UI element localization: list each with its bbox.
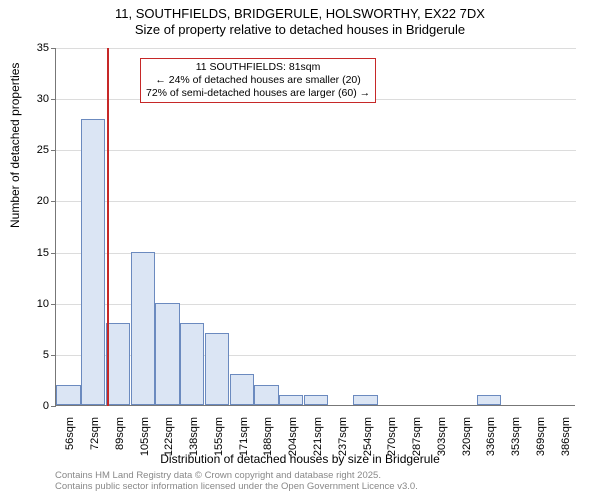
footer: Contains HM Land Registry data © Crown c… bbox=[55, 470, 418, 493]
title-line2: Size of property relative to detached ho… bbox=[0, 22, 600, 38]
footer-line1: Contains HM Land Registry data © Crown c… bbox=[55, 470, 418, 481]
y-tick-mark bbox=[51, 201, 56, 202]
y-tick-label: 0 bbox=[29, 401, 49, 412]
bar bbox=[230, 374, 254, 405]
chart-area: 05101520253035 11 SOUTHFIELDS: 81sqm ← 2… bbox=[55, 48, 575, 406]
grid-line bbox=[56, 150, 576, 151]
y-tick-label: 20 bbox=[29, 196, 49, 207]
bar bbox=[279, 395, 303, 405]
y-tick-mark bbox=[51, 406, 56, 407]
title-line1: 11, SOUTHFIELDS, BRIDGERULE, HOLSWORTHY,… bbox=[0, 6, 600, 22]
title-block: 11, SOUTHFIELDS, BRIDGERULE, HOLSWORTHY,… bbox=[0, 0, 600, 39]
bar bbox=[254, 385, 278, 405]
annotation-box: 11 SOUTHFIELDS: 81sqm ← 24% of detached … bbox=[140, 58, 376, 103]
footer-line2: Contains public sector information licen… bbox=[55, 481, 418, 492]
y-tick-label: 30 bbox=[29, 94, 49, 105]
y-tick-mark bbox=[51, 99, 56, 100]
y-axis-label: Number of detached properties bbox=[8, 63, 22, 228]
bar bbox=[205, 333, 229, 405]
bar bbox=[477, 395, 501, 405]
y-tick-mark bbox=[51, 48, 56, 49]
y-tick-label: 15 bbox=[29, 248, 49, 259]
chart-container: 11, SOUTHFIELDS, BRIDGERULE, HOLSWORTHY,… bbox=[0, 0, 600, 500]
y-tick-mark bbox=[51, 253, 56, 254]
y-tick-label: 25 bbox=[29, 145, 49, 156]
y-tick-mark bbox=[51, 150, 56, 151]
y-tick-label: 35 bbox=[29, 43, 49, 54]
bar bbox=[353, 395, 377, 405]
grid-line bbox=[56, 201, 576, 202]
bar bbox=[131, 252, 155, 405]
bar bbox=[81, 119, 105, 405]
bar bbox=[304, 395, 328, 405]
annotation-line1: 11 SOUTHFIELDS: 81sqm bbox=[146, 61, 370, 74]
marker-line bbox=[107, 48, 109, 406]
bar bbox=[56, 385, 80, 405]
annotation-line3: 72% of semi-detached houses are larger (… bbox=[146, 87, 370, 100]
y-tick-mark bbox=[51, 355, 56, 356]
y-tick-mark bbox=[51, 304, 56, 305]
y-tick-label: 10 bbox=[29, 299, 49, 310]
grid-line bbox=[56, 48, 576, 49]
annotation-line2: ← 24% of detached houses are smaller (20… bbox=[146, 74, 370, 87]
x-axis-label: Distribution of detached houses by size … bbox=[0, 452, 600, 466]
bar bbox=[106, 323, 130, 405]
y-tick-label: 5 bbox=[29, 350, 49, 361]
bar bbox=[155, 303, 179, 405]
bar bbox=[180, 323, 204, 405]
